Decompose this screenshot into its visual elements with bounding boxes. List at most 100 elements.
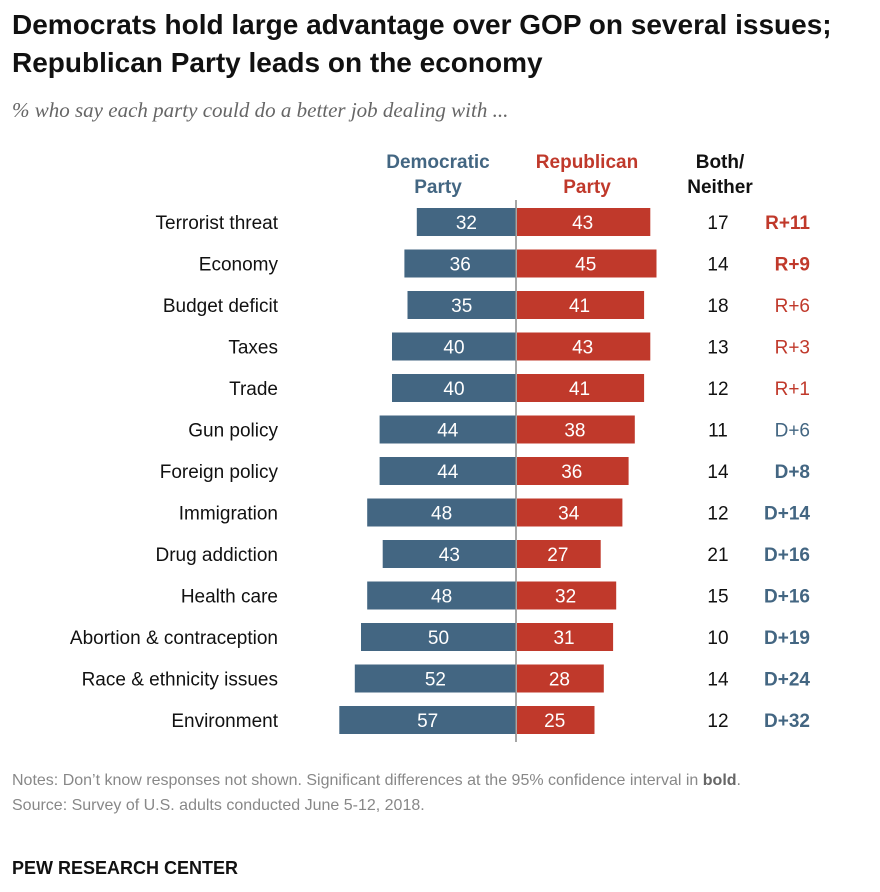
value-label-both-neither: 21 xyxy=(707,545,728,566)
header-republican: Republican xyxy=(536,152,638,173)
value-label-both-neither: 12 xyxy=(707,379,728,400)
bar-republican xyxy=(517,249,657,278)
value-label-democratic: 44 xyxy=(437,421,459,442)
difference-label: D+8 xyxy=(775,462,810,483)
value-label-both-neither: 14 xyxy=(707,255,729,276)
bar-republican xyxy=(517,623,614,651)
value-label-democratic: 57 xyxy=(417,711,438,732)
value-label-democratic: 40 xyxy=(443,379,464,400)
bar-republican xyxy=(517,374,645,402)
bar-republican xyxy=(517,208,651,236)
value-label-republican: 45 xyxy=(575,255,596,276)
category-label: Taxes xyxy=(228,338,278,359)
value-label-both-neither: 14 xyxy=(707,670,729,691)
chart-title: Democrats hold large advantage over GOP … xyxy=(12,9,832,78)
notes-text: Notes: Don’t know responses not shown. S… xyxy=(12,772,703,789)
bar-democratic xyxy=(361,623,516,651)
bar-republican xyxy=(517,540,601,568)
bar-democratic xyxy=(392,332,516,361)
bar-republican xyxy=(517,332,651,361)
value-label-both-neither: 17 xyxy=(707,213,728,234)
value-label-democratic: 48 xyxy=(431,504,452,525)
difference-label: D+6 xyxy=(775,421,810,442)
category-label: Immigration xyxy=(179,504,278,525)
value-label-democratic: 35 xyxy=(451,296,472,317)
value-label-republican: 34 xyxy=(558,504,580,525)
difference-label: D+19 xyxy=(764,628,810,649)
chart-subtitle: % who say each party could do a better j… xyxy=(12,98,509,122)
value-label-democratic: 40 xyxy=(443,338,464,359)
category-label: Drug addiction xyxy=(155,545,278,566)
value-label-republican: 36 xyxy=(561,462,582,483)
value-label-democratic: 44 xyxy=(437,462,459,483)
header-both-neither: Both/ xyxy=(696,152,745,173)
difference-label: R+6 xyxy=(775,296,810,317)
bar-republican xyxy=(517,291,645,319)
category-label: Economy xyxy=(199,255,279,276)
value-label-both-neither: 15 xyxy=(707,587,728,608)
value-label-republican: 32 xyxy=(555,587,576,608)
value-label-republican: 41 xyxy=(569,296,590,317)
category-label: Foreign policy xyxy=(160,462,279,483)
value-label-republican: 41 xyxy=(569,379,590,400)
notes: Notes: Don’t know responses not shown. S… xyxy=(12,768,872,818)
category-label: Environment xyxy=(171,711,278,732)
value-label-both-neither: 11 xyxy=(708,421,728,442)
value-label-both-neither: 13 xyxy=(707,338,728,359)
source: Source: Survey of U.S. adults conducted … xyxy=(12,797,425,814)
bar-republican xyxy=(517,415,635,444)
category-label: Health care xyxy=(181,587,278,608)
value-label-democratic: 48 xyxy=(431,587,452,608)
bar-democratic xyxy=(354,664,516,693)
bar-democratic xyxy=(379,415,516,444)
header-both-neither: Neither xyxy=(687,177,753,198)
value-label-republican: 25 xyxy=(544,711,565,732)
bar-democratic xyxy=(392,374,516,402)
value-label-both-neither: 12 xyxy=(707,711,728,732)
difference-label: D+16 xyxy=(764,587,810,608)
header-republican: Party xyxy=(563,177,611,198)
chart: Democratic Party Republican Party Both/Neith… xyxy=(70,152,810,742)
value-label-republican: 43 xyxy=(572,338,593,359)
bar-democratic xyxy=(339,706,516,734)
difference-label: D+32 xyxy=(764,711,810,732)
bar-republican xyxy=(517,498,623,527)
value-label-republican: 38 xyxy=(564,421,585,442)
value-label-republican: 28 xyxy=(549,670,570,691)
bar-democratic xyxy=(367,498,516,527)
value-label-both-neither: 10 xyxy=(707,628,728,649)
bar-democratic xyxy=(407,291,516,319)
value-label-democratic: 32 xyxy=(456,213,477,234)
notes-bold: bold xyxy=(702,772,737,789)
value-label-democratic: 43 xyxy=(439,545,460,566)
value-label-both-neither: 14 xyxy=(707,462,729,483)
value-label-republican: 31 xyxy=(553,628,574,649)
category-label: Gun policy xyxy=(188,421,278,442)
bar-democratic xyxy=(379,457,516,485)
header-democratic: Party xyxy=(414,177,462,198)
difference-label: R+11 xyxy=(765,213,810,234)
notes-suffix: . xyxy=(736,772,741,789)
value-label-both-neither: 18 xyxy=(707,296,728,317)
value-label-democratic: 36 xyxy=(450,255,471,276)
category-label: Budget deficit xyxy=(163,296,279,317)
value-label-democratic: 52 xyxy=(425,670,446,691)
bar-democratic xyxy=(416,208,516,236)
value-label-both-neither: 12 xyxy=(707,504,728,525)
bar-republican xyxy=(517,457,629,485)
value-label-democratic: 50 xyxy=(428,628,449,649)
bar-democratic xyxy=(382,540,516,568)
header-democratic: Democratic xyxy=(386,152,490,173)
value-label-republican: 27 xyxy=(547,545,568,566)
category-label: Terrorist threat xyxy=(156,213,279,234)
difference-label: D+24 xyxy=(764,670,810,691)
difference-label: R+1 xyxy=(775,379,810,400)
difference-label: D+14 xyxy=(764,504,810,525)
bar-democratic xyxy=(404,249,516,278)
value-label-republican: 43 xyxy=(572,213,593,234)
bar-republican xyxy=(517,664,604,693)
category-label: Abortion & contraception xyxy=(70,628,278,649)
category-label: Race & ethnicity issues xyxy=(82,670,278,691)
difference-label: R+3 xyxy=(775,338,810,359)
bar-democratic xyxy=(367,581,516,610)
